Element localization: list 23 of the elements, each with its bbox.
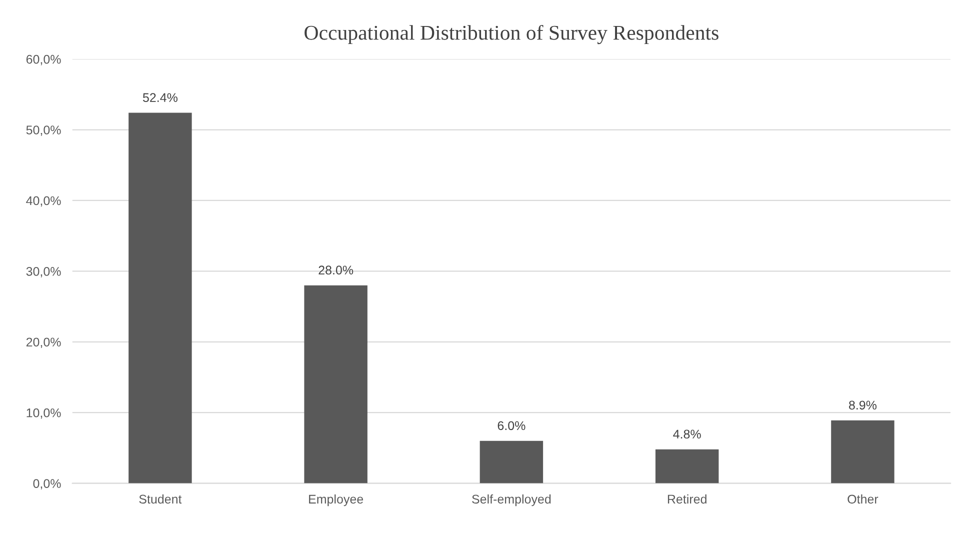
data-label: 4.8% <box>673 430 701 439</box>
y-tick-label: 30,0% <box>26 266 61 278</box>
chart-title: Occupational Distribution of Survey Respondents <box>304 24 718 44</box>
y-tick-label: 0,0% <box>33 479 61 490</box>
y-tick-label: 20,0% <box>26 338 61 348</box>
data-label: 52.4% <box>142 93 178 102</box>
x-tick-label: Student <box>139 494 182 504</box>
data-label: 6.0% <box>498 421 526 430</box>
x-tick-label: Other <box>848 494 878 504</box>
data-label: 28.0% <box>318 266 354 275</box>
data-label: 8.9% <box>849 400 877 410</box>
y-tick-label: 10,0% <box>26 408 61 419</box>
x-tick-label: Retired <box>668 494 706 504</box>
bar <box>831 420 894 484</box>
x-tick-label: Employee <box>309 494 364 506</box>
bar <box>655 449 719 484</box>
bar <box>304 285 368 484</box>
bar <box>128 112 192 484</box>
y-tick-label: 60,0% <box>26 54 61 66</box>
bar <box>480 440 544 484</box>
x-tick-label: Self-employed <box>472 494 551 506</box>
y-tick-label: 50,0% <box>26 126 61 136</box>
y-tick-label: 40,0% <box>26 196 61 207</box>
